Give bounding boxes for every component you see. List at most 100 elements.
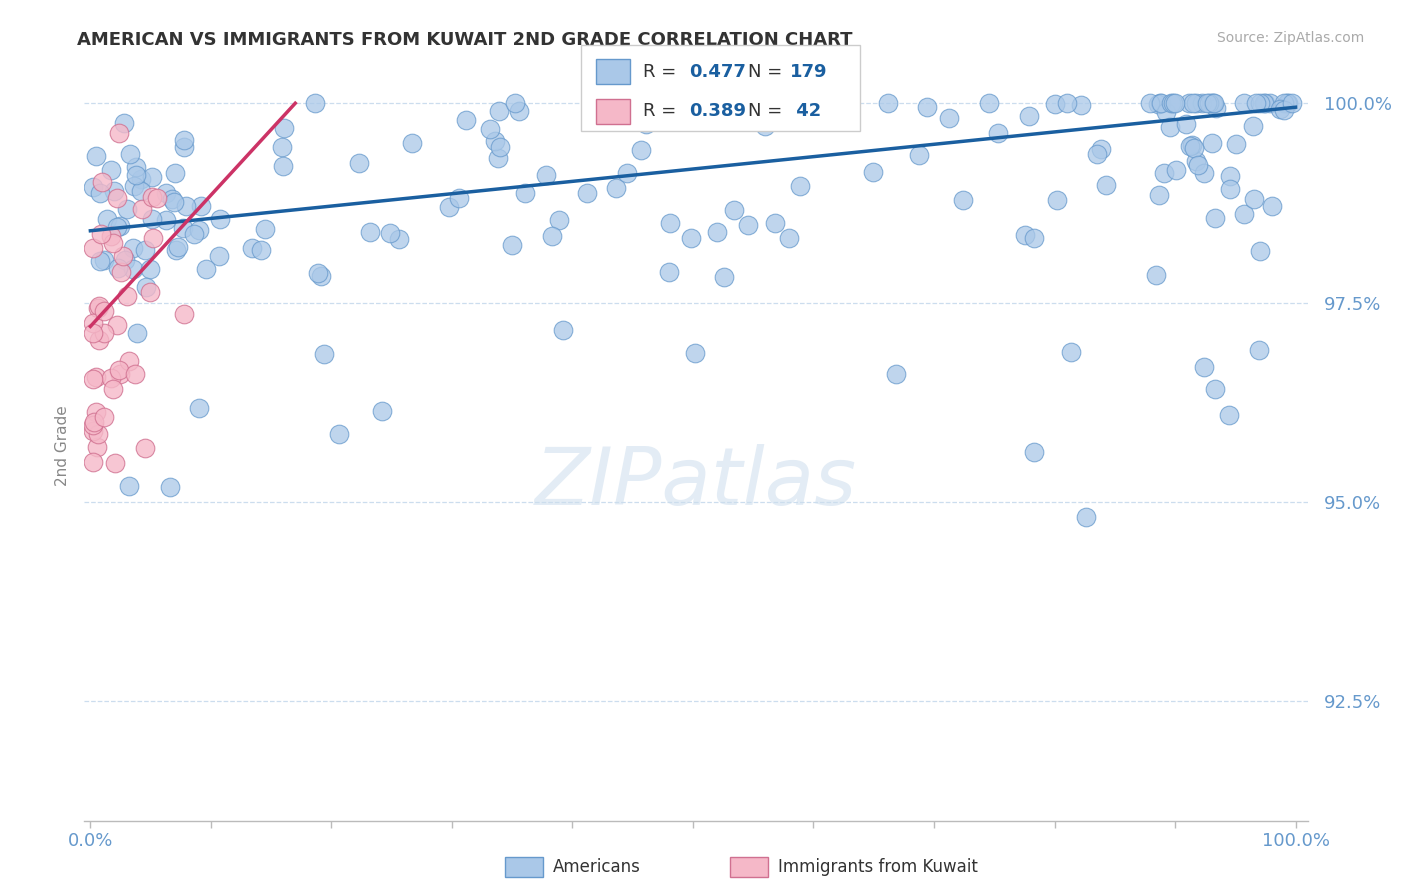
Point <box>370 404 392 418</box>
Point <box>105 190 128 204</box>
Point <box>273 120 295 135</box>
Point <box>188 401 211 415</box>
Point <box>242 241 264 255</box>
Point <box>631 112 654 127</box>
Point <box>1182 96 1205 111</box>
Point <box>1164 96 1187 111</box>
Point <box>131 202 153 217</box>
Point <box>139 261 162 276</box>
Point <box>503 96 526 111</box>
Point <box>1281 96 1303 111</box>
Point <box>129 172 152 186</box>
Point <box>82 424 104 438</box>
Point <box>1272 103 1295 117</box>
Point <box>547 213 569 227</box>
Point <box>1225 137 1247 152</box>
Point <box>1253 96 1275 111</box>
Point <box>87 301 110 315</box>
Point <box>1180 138 1202 153</box>
Point <box>1241 120 1264 134</box>
Point <box>159 480 181 494</box>
Point <box>107 261 129 276</box>
Point <box>486 151 509 165</box>
Point <box>1074 509 1097 524</box>
Point <box>630 143 652 157</box>
Point <box>1219 181 1241 195</box>
Point <box>1147 97 1170 112</box>
Point <box>683 346 706 360</box>
Point <box>108 362 131 376</box>
Text: R =: R = <box>643 103 682 120</box>
Point <box>1139 96 1161 111</box>
Point <box>484 134 506 148</box>
Point <box>1156 105 1178 120</box>
Point <box>86 427 108 442</box>
Point <box>1182 141 1205 155</box>
Point <box>271 159 294 173</box>
Point <box>108 219 131 233</box>
Point <box>979 96 1001 111</box>
Point <box>1219 169 1241 184</box>
Point <box>103 184 125 198</box>
Text: Immigrants from Kuwait: Immigrants from Kuwait <box>778 858 977 876</box>
Point <box>1024 445 1046 459</box>
Point <box>90 227 112 241</box>
Point <box>100 228 122 243</box>
Point <box>104 456 127 470</box>
Point <box>155 213 177 227</box>
Point <box>513 186 536 201</box>
Point <box>124 160 146 174</box>
Point <box>1247 343 1270 358</box>
Point <box>1192 166 1215 180</box>
Point <box>1270 102 1292 116</box>
Point <box>165 243 187 257</box>
Point <box>1144 268 1167 282</box>
Point <box>82 455 104 469</box>
Text: N =: N = <box>748 63 787 81</box>
Text: ZIPatlas: ZIPatlas <box>534 444 858 523</box>
Point <box>658 265 681 279</box>
Point <box>163 166 186 180</box>
Point <box>437 201 460 215</box>
Point <box>359 225 381 239</box>
Point <box>915 100 938 114</box>
Point <box>1195 96 1218 111</box>
Point <box>454 113 477 128</box>
Text: Americans: Americans <box>553 858 641 876</box>
Point <box>862 164 884 178</box>
Point <box>821 96 844 111</box>
Point <box>1046 193 1069 207</box>
Point <box>270 140 292 154</box>
Point <box>1085 146 1108 161</box>
Point <box>378 226 401 240</box>
Point <box>488 103 510 118</box>
Point <box>1060 345 1083 359</box>
Point <box>111 249 134 263</box>
Point <box>82 180 104 194</box>
Point <box>387 232 409 246</box>
Point <box>187 223 209 237</box>
Point <box>312 346 335 360</box>
Point <box>86 440 108 454</box>
Point <box>723 203 745 218</box>
Point <box>142 231 165 245</box>
Point <box>190 199 212 213</box>
Point <box>173 133 195 147</box>
Point <box>141 212 163 227</box>
Point <box>141 170 163 185</box>
Point <box>1185 153 1208 168</box>
Point <box>100 370 122 384</box>
Point <box>789 178 811 193</box>
Point <box>1022 230 1045 244</box>
Point <box>1258 96 1281 111</box>
Y-axis label: 2nd Grade: 2nd Grade <box>55 406 70 486</box>
Point <box>1202 96 1225 111</box>
Point <box>488 139 510 153</box>
Point <box>1070 98 1092 112</box>
Point <box>449 191 471 205</box>
Point <box>1018 109 1040 123</box>
Text: 0.389: 0.389 <box>689 103 747 120</box>
Point <box>101 235 124 250</box>
Point <box>124 179 146 194</box>
Point <box>93 326 115 341</box>
